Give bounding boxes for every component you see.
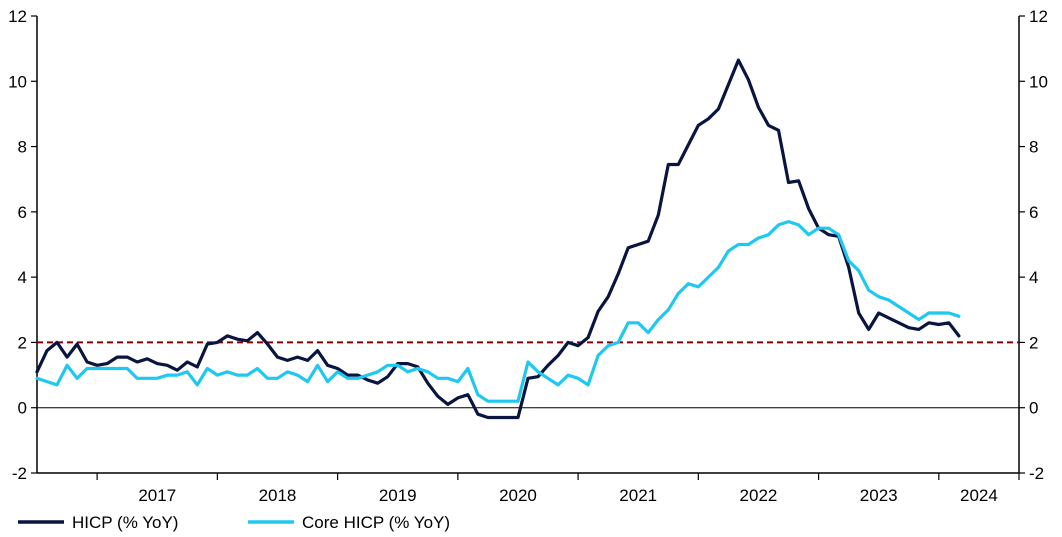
y-tick-label-right: 2 [1029,333,1038,352]
y-tick-label-right: 8 [1029,138,1038,157]
chart-frame [36,16,1020,474]
y-tick-label-right: 6 [1029,203,1038,222]
y-tick-label-left: 4 [18,268,27,287]
x-tick-label: 2024 [960,486,998,505]
y-tick-label-right: 0 [1029,399,1038,418]
y-tick-label-left: 6 [18,203,27,222]
y-tick-label-right: 4 [1029,268,1038,287]
series-lines [35,58,961,420]
x-tick-label: 2022 [740,486,778,505]
x-tick-label: 2019 [379,486,417,505]
x-tick-label: 2023 [860,486,898,505]
y-tick-label-left: 8 [18,138,27,157]
y-tick-label-right: 12 [1029,7,1048,26]
y-tick-label-right: 10 [1029,72,1048,91]
y-tick-label-right: -2 [1029,464,1044,483]
y-axis-right: -2 0 2 4 6 8 10 12 [1019,7,1048,483]
x-axis: 2017 2018 2019 2020 2021 2022 2023 2024 [96,473,1020,505]
y-tick-label-left: 2 [18,333,27,352]
series-line-hicp [35,58,961,420]
series-line-core-hicp [35,220,961,403]
y-axis-left: -2 0 2 4 6 8 10 12 [8,7,37,483]
legend-label-hicp: HICP (% YoY) [72,513,178,532]
y-tick-label-left: 0 [18,399,27,418]
x-tick-label: 2020 [499,486,537,505]
y-tick-label-left: 10 [8,72,27,91]
y-tick-label-left: -2 [12,464,27,483]
legend: HICP (% YoY) Core HICP (% YoY) [18,513,450,532]
y-tick-label-left: 12 [8,7,27,26]
x-tick-label: 2018 [259,486,297,505]
x-tick-label: 2017 [138,486,176,505]
x-tick-label: 2021 [619,486,657,505]
legend-label-core-hicp: Core HICP (% YoY) [302,513,450,532]
